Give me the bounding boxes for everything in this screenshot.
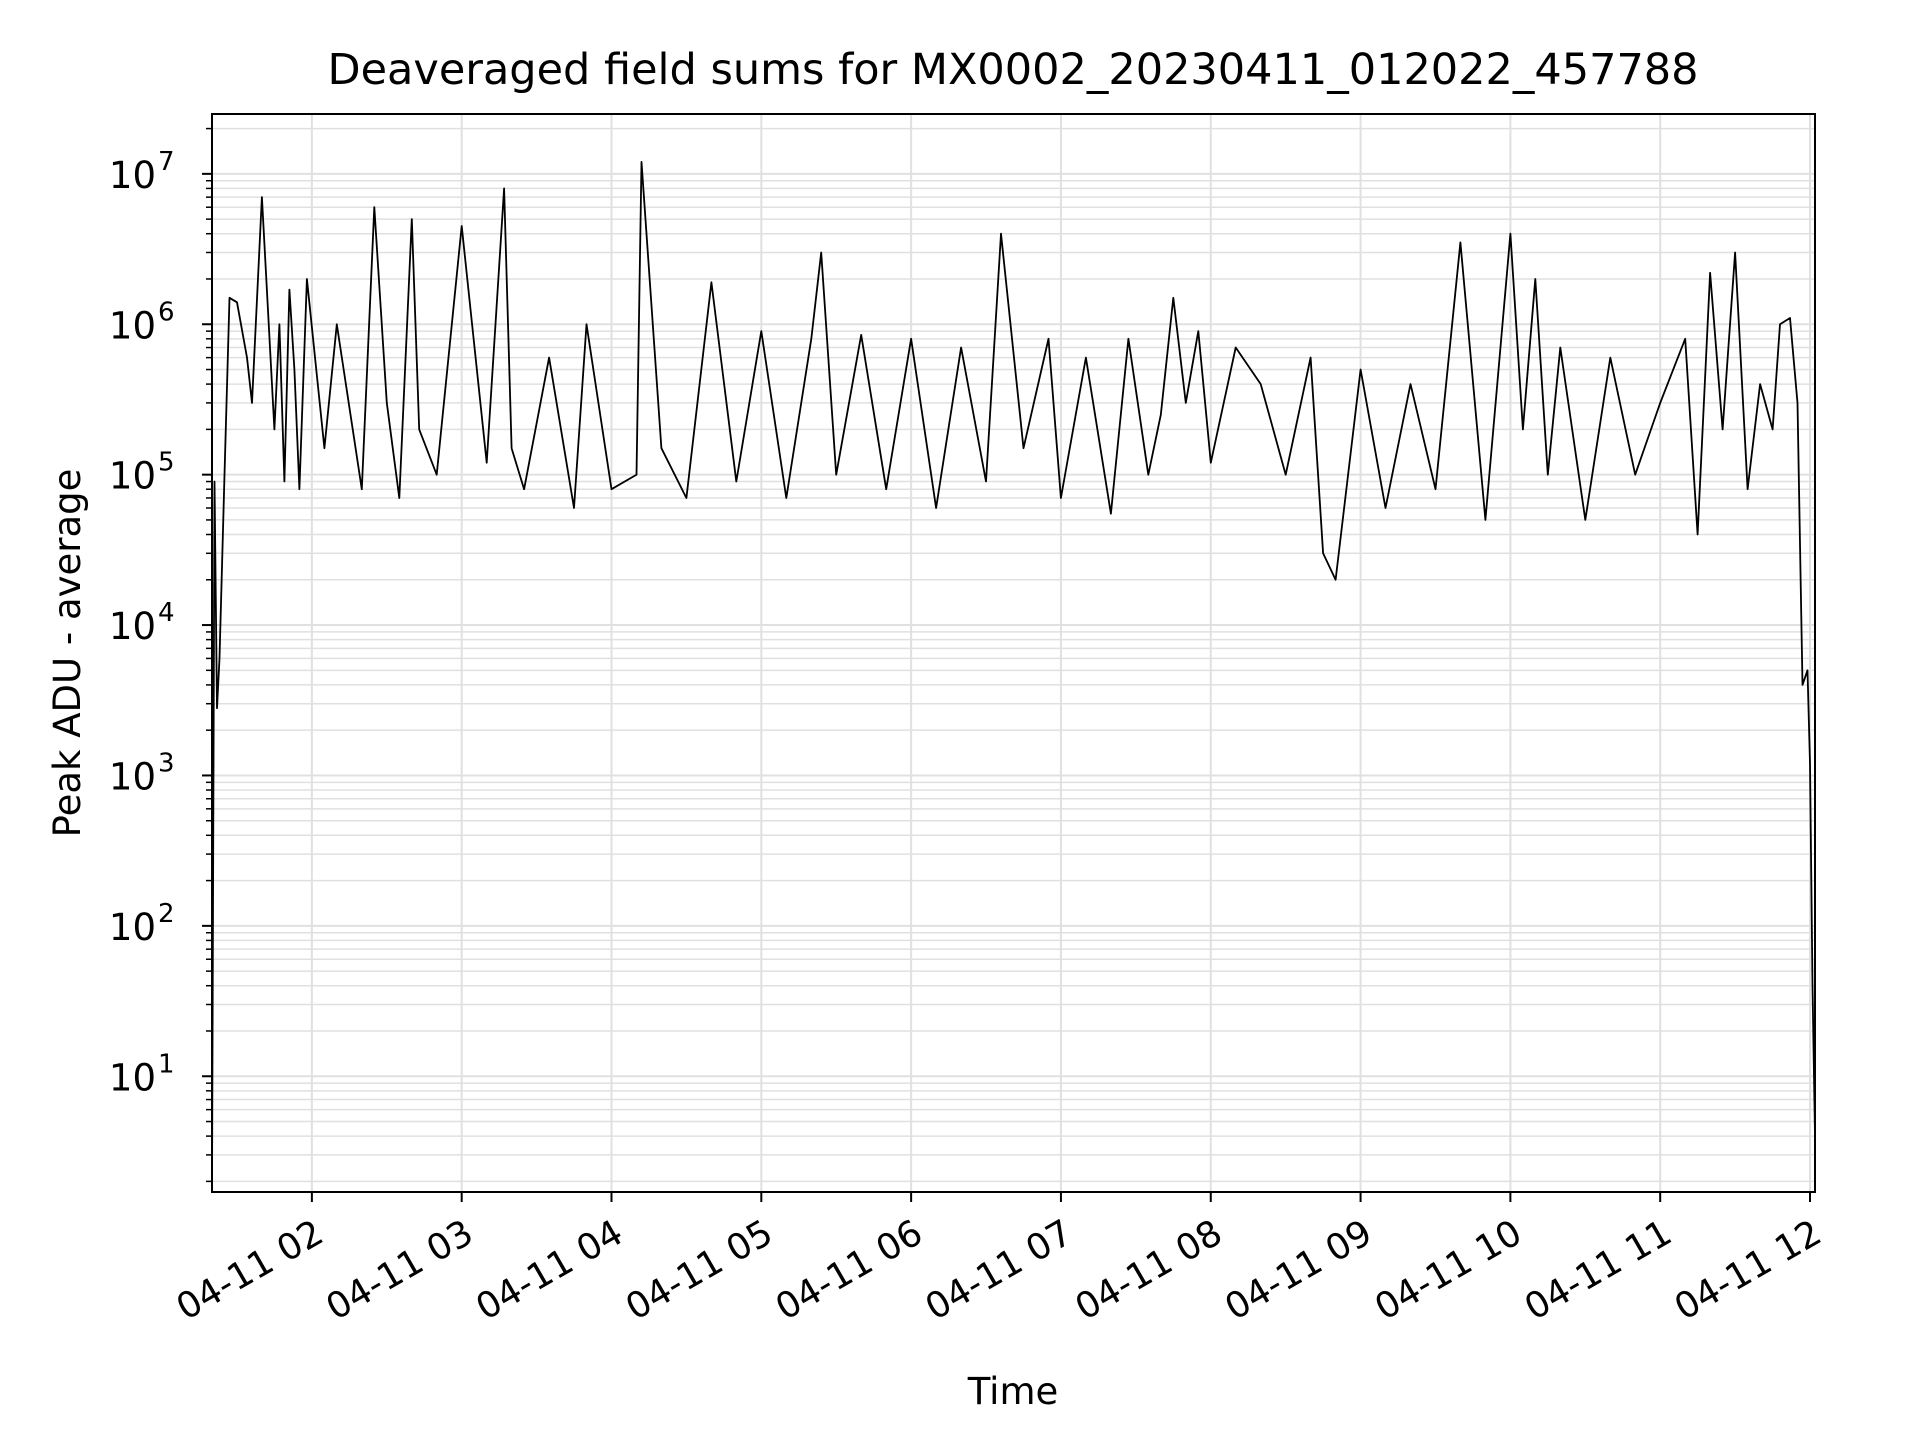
y-tick-label-exponent: 2 — [158, 899, 175, 929]
y-tick-label: 10 — [109, 906, 156, 949]
y-tick-label-exponent: 4 — [158, 598, 175, 628]
y-tick-label-exponent: 7 — [158, 147, 175, 177]
grid — [212, 114, 1815, 1192]
series-line — [211, 160, 1816, 1189]
chart-title: Deaveraged field sums for MX0002_2023041… — [327, 45, 1698, 95]
y-tick-label: 10 — [109, 605, 156, 648]
y-tick-label: 10 — [109, 1056, 156, 1099]
y-tick-label: 10 — [109, 755, 156, 798]
plot-frame — [211, 113, 1816, 1193]
y-tick-label-exponent: 6 — [158, 297, 175, 327]
y-axis-label: Peak ADU - average — [46, 469, 89, 838]
y-tick-label: 10 — [109, 154, 156, 197]
y-tick-label-exponent: 1 — [158, 1049, 175, 1079]
series-layer — [211, 160, 1816, 1189]
y-tick-label-exponent: 3 — [158, 748, 175, 778]
x-axis-label: Time — [967, 1370, 1059, 1413]
y-tick-label: 10 — [109, 455, 156, 498]
y-tick-label-exponent: 5 — [158, 448, 175, 478]
y-tick-label: 10 — [109, 304, 156, 347]
